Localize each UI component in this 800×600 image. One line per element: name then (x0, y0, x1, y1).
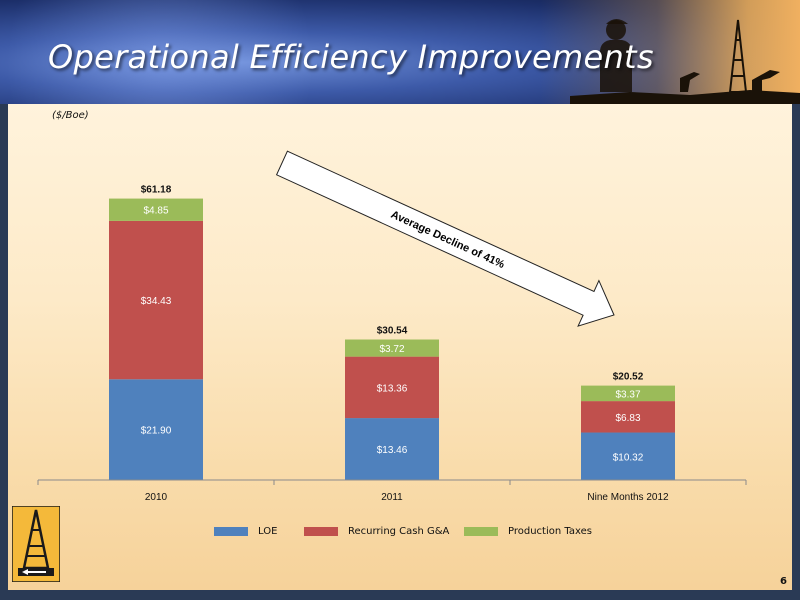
data-label: $3.37 (615, 389, 640, 400)
data-label: $3.72 (379, 344, 404, 355)
legend-label-recurring-cash-ga: Recurring Cash G&A (348, 525, 450, 537)
bar-recurring-cash-g-a-nine-months-2012 (581, 401, 675, 433)
legend-item-recurring-cash-ga: Recurring Cash G&A (304, 524, 449, 538)
data-label: $34.43 (141, 296, 172, 307)
total-label: $30.54 (377, 326, 408, 337)
page-title: Operational Efficiency Improvements (48, 38, 654, 76)
decline-arrow: Average Decline of 41% (275, 150, 615, 327)
legend-swatch-production-taxes (464, 526, 498, 536)
bar-loe-nine-months-2012 (581, 432, 675, 480)
total-label: $20.52 (613, 372, 644, 383)
data-label: $21.90 (141, 426, 172, 437)
data-label: $13.46 (377, 445, 408, 456)
x-tick-label: Nine Months 2012 (587, 492, 669, 503)
legend-label-loe: LOE (258, 525, 278, 537)
total-label: $61.18 (141, 185, 172, 196)
legend-swatch-recurring-cash-ga (304, 526, 338, 536)
data-label: $4.85 (143, 206, 168, 217)
bar-production-taxes-nine-months-2012 (581, 385, 675, 402)
data-label: $10.32 (613, 452, 644, 463)
x-tick-label: 2010 (145, 492, 168, 503)
x-tick-label: 2011 (381, 492, 403, 503)
oilfield-silhouette-image (570, 19, 800, 104)
bar-production-taxes-2011 (345, 339, 439, 357)
bar-loe-2011 (345, 418, 439, 480)
page-number: 6 (780, 576, 787, 587)
legend-item-loe: LOE (214, 524, 277, 538)
bar-recurring-cash-g-a-2011 (345, 356, 439, 419)
unit-label: ($/Boe) (52, 110, 89, 121)
bar-recurring-cash-g-a-2010 (109, 220, 203, 380)
company-logo (12, 506, 60, 582)
legend-swatch-loe (214, 526, 248, 536)
data-label: $13.36 (377, 383, 408, 394)
bar-production-taxes-2010 (109, 198, 203, 221)
legend-item-production-taxes: Production Taxes (464, 524, 592, 538)
bar-loe-2010 (109, 379, 203, 480)
decline-annotation: Average Decline of 41% (389, 209, 507, 271)
legend-label-production-taxes: Production Taxes (508, 525, 592, 537)
data-label: $6.83 (615, 413, 640, 424)
title-banner: Operational Efficiency Improvements (0, 0, 800, 150)
